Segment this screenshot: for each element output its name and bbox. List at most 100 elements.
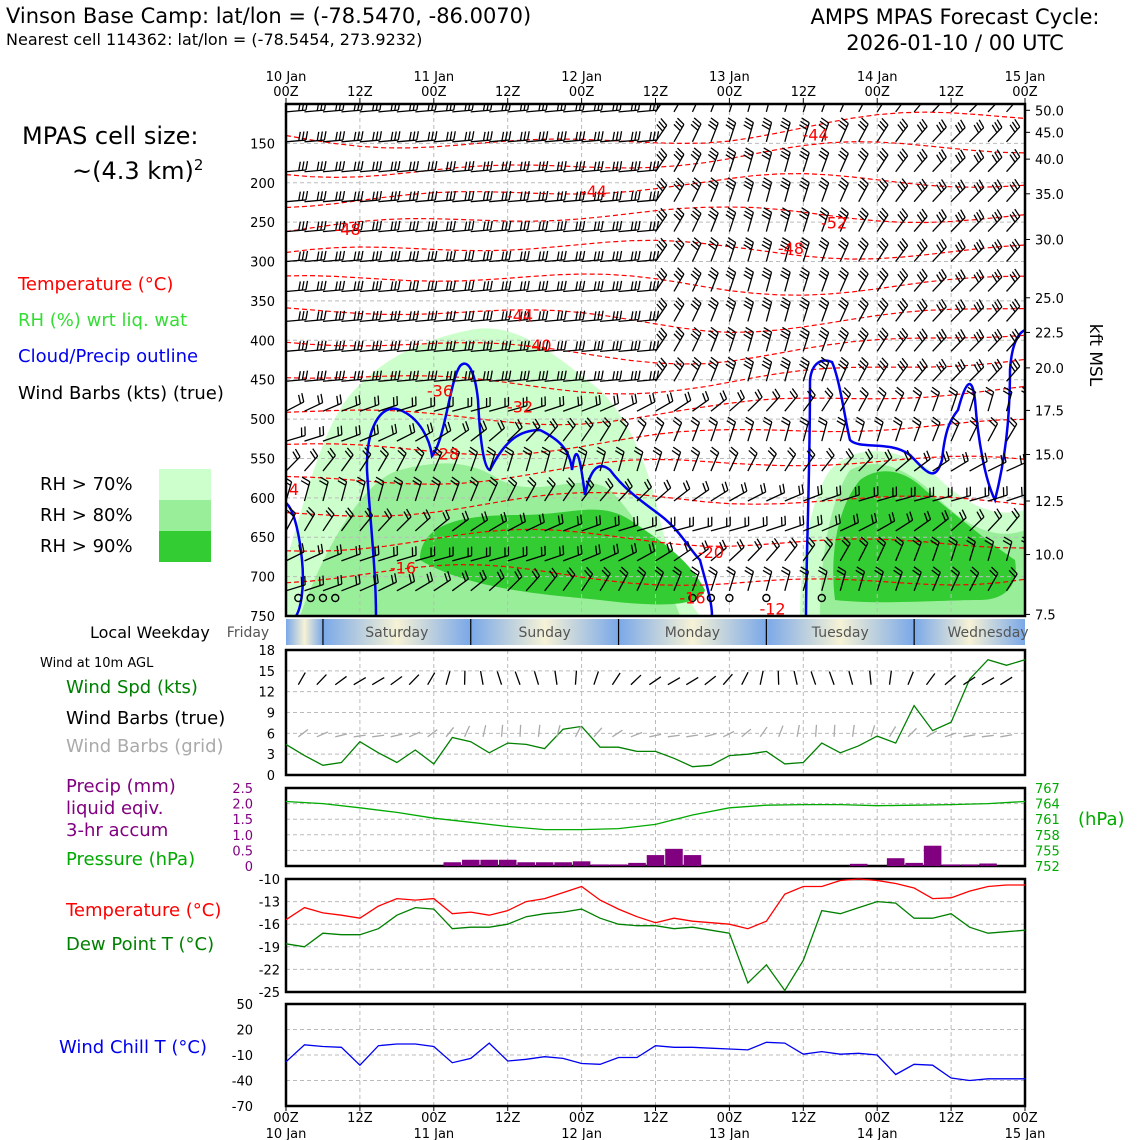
wind-barb: [725, 147, 737, 172]
wind-barb: [599, 543, 619, 562]
wind-barb: [562, 477, 575, 502]
wind-barb: [286, 220, 309, 233]
wind-barb: [396, 280, 419, 293]
wind-barb: [858, 104, 864, 113]
kft-tick-label: 40.0: [1035, 153, 1064, 168]
wind-barb: [837, 147, 849, 173]
precip-bar: [683, 855, 702, 866]
wind-panel-frame: [284, 648, 1027, 777]
wind-barb: [633, 446, 644, 472]
wind-barb: [562, 417, 576, 442]
wind-barb: [544, 131, 567, 143]
wind-barb: [322, 394, 343, 412]
wind-barb: [415, 161, 438, 173]
temperature-label: -44: [507, 307, 533, 326]
wind-barb: [969, 508, 985, 532]
calm-wind-marker: [762, 593, 771, 603]
wind-barb: [470, 546, 491, 562]
wind-barb: [690, 117, 702, 143]
wind-barb-true: [685, 676, 699, 686]
wind-barb: [895, 267, 909, 292]
wind-barb: [930, 386, 941, 412]
wind-barb-true: [848, 671, 854, 685]
temperature-label: -20: [698, 543, 724, 562]
wind-barb: [286, 190, 309, 203]
time-tick-bottom-hour: 00Z: [421, 1111, 447, 1126]
wind-barb: [526, 220, 549, 233]
wind-barb: [912, 536, 922, 562]
legend-rh: RH (%) wrt liq. wat: [18, 310, 188, 331]
wind-barb: [969, 358, 985, 382]
time-tick-top-date: 11 Jan: [413, 70, 454, 85]
wind-barb: [837, 117, 849, 143]
wind-barb: [966, 386, 977, 412]
wind-barb: [451, 570, 470, 592]
wind-barb: [747, 389, 763, 412]
wind-barb: [452, 161, 475, 173]
wind-barb: [581, 280, 604, 293]
legend-rh70: RH > 70%: [40, 474, 133, 495]
wind-barb: [286, 393, 305, 412]
precip-label-2: liquid eqiv.: [66, 798, 164, 819]
forecast-cycle-date: 2026-01-10 / 00 UTC: [846, 31, 1064, 55]
dewpoint-line: [285, 900, 1026, 992]
wind-barb: [858, 536, 869, 562]
precip-bar: [461, 859, 480, 866]
temperature-contour: [286, 273, 1025, 296]
wind-barb: [286, 104, 308, 113]
wind-barb: [690, 297, 702, 322]
wind-barb: [486, 446, 497, 472]
wind-barb: [359, 447, 372, 472]
wind-barb: [747, 104, 751, 113]
wind-spd-label: Wind Spd (kts): [66, 677, 198, 698]
header-left: Vinson Base Camp: lat/lon = (-78.5470, -…: [6, 4, 531, 49]
wind-barb: [726, 416, 737, 442]
wind-barb: [341, 544, 361, 562]
wind-barb: [377, 508, 393, 532]
wind-barb: [415, 310, 438, 323]
wind-barb: [304, 280, 327, 293]
wind-barb: [396, 572, 416, 592]
precip-tick-label: 0: [245, 860, 253, 875]
wind-barb: [563, 340, 586, 352]
time-tick-top-hour: 12Z: [495, 85, 521, 100]
temperature-label: -16: [679, 589, 705, 608]
wind-barb: [470, 190, 493, 203]
wind-barb: [799, 356, 810, 382]
wind-barb: [341, 340, 364, 352]
wind-barb: [470, 420, 488, 442]
time-tick-bottom-hour: 00Z: [1012, 1111, 1038, 1126]
time-tick-top-date: 13 Jan: [709, 70, 750, 85]
wind-barb: [762, 416, 773, 442]
wind-barb: [470, 511, 489, 532]
wind-barb: [544, 220, 567, 233]
temperature-label: -16: [390, 559, 416, 578]
wind-barb: [489, 250, 512, 263]
wind-barb: [654, 416, 665, 442]
wind-barb: [504, 446, 515, 472]
wind-barb: [396, 161, 419, 173]
weekday-day-band: [286, 619, 323, 645]
wind-barb: [526, 190, 549, 203]
wind-barb: [303, 448, 319, 472]
temperature-label: -52: [821, 214, 847, 233]
wind-barb: [725, 267, 737, 292]
wind-barb: [930, 536, 940, 562]
wind-barb: [319, 476, 329, 502]
calm-wind-marker: [706, 593, 716, 603]
wind-barb: [489, 546, 510, 562]
temperature-contour: [286, 563, 1025, 586]
wind-barb: [969, 329, 985, 352]
wind-barb: [987, 149, 1003, 173]
wind-barb: [1024, 589, 1025, 591]
wind-barb: [895, 357, 909, 382]
kft-tick-label: 45.0: [1035, 126, 1064, 141]
wind-barb: [488, 419, 506, 442]
wind-barb: [396, 508, 412, 532]
wind-barb: [743, 207, 754, 232]
wind-barb: [987, 453, 1007, 472]
weekday-day-band: [766, 619, 915, 645]
wind-barb: [415, 250, 438, 263]
wind-barb: [433, 546, 454, 562]
time-tick-bottom-hour: 12Z: [938, 1111, 964, 1126]
